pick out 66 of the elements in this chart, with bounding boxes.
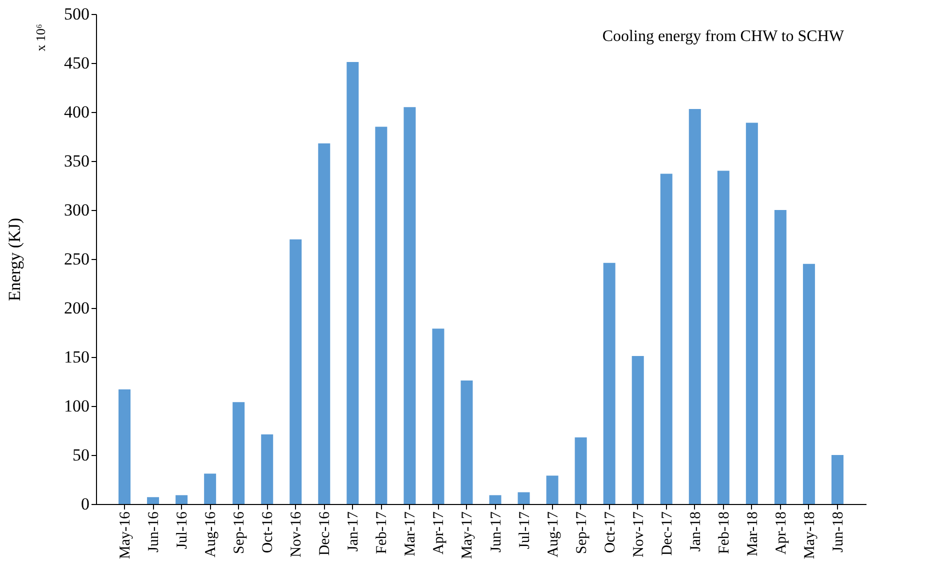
bar — [632, 356, 644, 504]
x-tick-label: Jun-17 — [488, 511, 504, 552]
bar — [774, 210, 786, 504]
text: x 10⁶ — [33, 24, 48, 52]
y-axis-title: Energy (KJ) — [5, 218, 24, 302]
x-tick-label: Feb-17 — [374, 511, 390, 554]
x-tick-label: May-18 — [802, 512, 818, 559]
bar — [375, 126, 388, 504]
x-tick-label: Dec-16 — [317, 511, 334, 556]
x-tick-label: Nov-16 — [288, 511, 305, 558]
y-tick-label: 200 — [64, 298, 90, 318]
bar — [261, 434, 274, 504]
bar — [546, 476, 558, 504]
y-tick-label: 500 — [64, 4, 90, 24]
bar — [717, 170, 730, 504]
x-tick-label: Sep-16 — [232, 511, 248, 554]
bar — [802, 264, 815, 504]
x-tick-label: Oct-16 — [260, 511, 276, 554]
y-tick-label: 0 — [81, 494, 90, 514]
y-tick-label: 100 — [64, 396, 90, 416]
y-tick-label: 450 — [64, 54, 90, 72]
bar — [518, 492, 530, 504]
x-tick-label: Jan-17 — [346, 511, 362, 552]
x-tick-label: May-16 — [118, 511, 134, 559]
x-tick-label: Dec-17 — [659, 511, 676, 556]
bar — [574, 437, 587, 504]
y-tick-label: 50 — [72, 446, 90, 464]
bar — [603, 262, 616, 504]
bar — [318, 143, 330, 504]
x-tick-label: Jul-16 — [174, 511, 191, 549]
y-tick-label: 400 — [64, 102, 90, 122]
bar — [660, 174, 672, 504]
x-tick-label: Apr-18 — [773, 512, 790, 555]
bar — [232, 402, 245, 504]
bar — [432, 328, 444, 504]
x-tick-label: Oct-17 — [602, 511, 618, 554]
x-tick-label: Apr-17 — [431, 511, 448, 555]
y-tick-label: 350 — [64, 152, 90, 170]
x-tick-label: Sep-17 — [574, 511, 590, 554]
bar — [489, 495, 502, 504]
x-tick-label: Nov-17 — [630, 511, 647, 558]
x-tick-label: Feb-18 — [716, 512, 732, 554]
bar — [688, 109, 701, 504]
bar — [118, 389, 131, 504]
x-tick-label: Aug-16 — [203, 511, 220, 558]
bar — [346, 62, 359, 504]
bar — [204, 474, 216, 504]
x-tick-label: Jan-18 — [688, 512, 704, 552]
bar — [460, 380, 473, 504]
bar — [176, 495, 188, 504]
bar — [404, 107, 416, 504]
bar — [831, 455, 844, 504]
annotation: Cooling energy from CHW to SCHW — [602, 28, 845, 45]
bar — [147, 497, 160, 504]
x-tick-label: Mar-18 — [744, 512, 761, 556]
bar — [746, 122, 758, 504]
x-tick-label: Jun-18 — [830, 512, 846, 552]
x-tick-label: Mar-17 — [402, 511, 419, 556]
y-tick-label: 250 — [64, 250, 90, 268]
x-tick-label: Aug-17 — [545, 511, 562, 558]
x-tick-label: May-17 — [460, 511, 476, 559]
x-tick-label: Jul-17 — [516, 511, 533, 549]
x-tick-label: Jun-16 — [146, 511, 162, 552]
y-tick-label: 150 — [64, 348, 90, 366]
y-tick-label: 300 — [64, 200, 90, 220]
bar — [290, 239, 302, 504]
